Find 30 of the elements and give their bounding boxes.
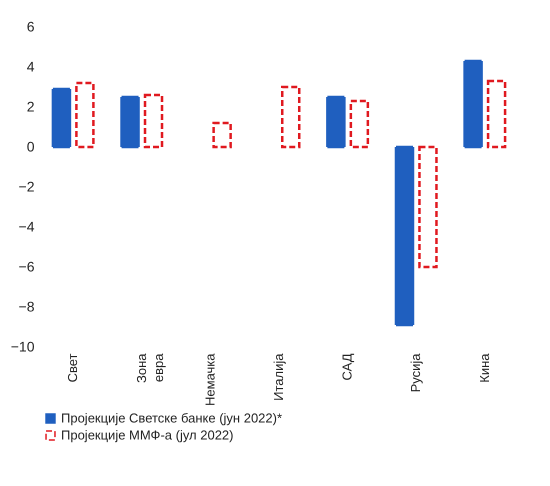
y-tick-label: 6: [26, 18, 35, 34]
x-tick-label: Италија: [271, 352, 286, 401]
x-tick-label: Свет: [65, 353, 80, 382]
bar: [144, 94, 164, 148]
x-tick-label: Кина: [476, 352, 492, 383]
y-tick-label: 0: [26, 138, 35, 154]
bar: [486, 80, 506, 148]
x-tick-label: САД: [340, 353, 355, 381]
bar: [52, 88, 72, 148]
legend-label: Пројекције ММФ-а (јул 2022): [61, 428, 234, 442]
bar: [350, 100, 370, 148]
y-tick-label: 4: [26, 58, 35, 74]
y-tick-label: −2: [18, 178, 35, 194]
y-tick-label: −10: [10, 338, 35, 354]
bar: [212, 122, 232, 148]
x-tick-label: Зона евра: [134, 352, 166, 383]
bar: [326, 96, 346, 148]
y-tick-label: −8: [18, 298, 35, 314]
x-tick-label: Русија: [408, 352, 424, 392]
bar: [463, 60, 483, 148]
bar: [418, 146, 438, 268]
y-tick-label: −6: [18, 258, 35, 274]
legend-label: Пројекције Светске банке (јун 2022)*: [61, 410, 282, 426]
y-tick-label: 2: [26, 98, 35, 114]
bar: [280, 86, 300, 148]
y-tick-label: −4: [18, 218, 35, 234]
bar: [120, 96, 140, 148]
x-tick-label: Немачка: [202, 352, 218, 406]
bar: [75, 82, 95, 148]
bar: [394, 146, 414, 326]
